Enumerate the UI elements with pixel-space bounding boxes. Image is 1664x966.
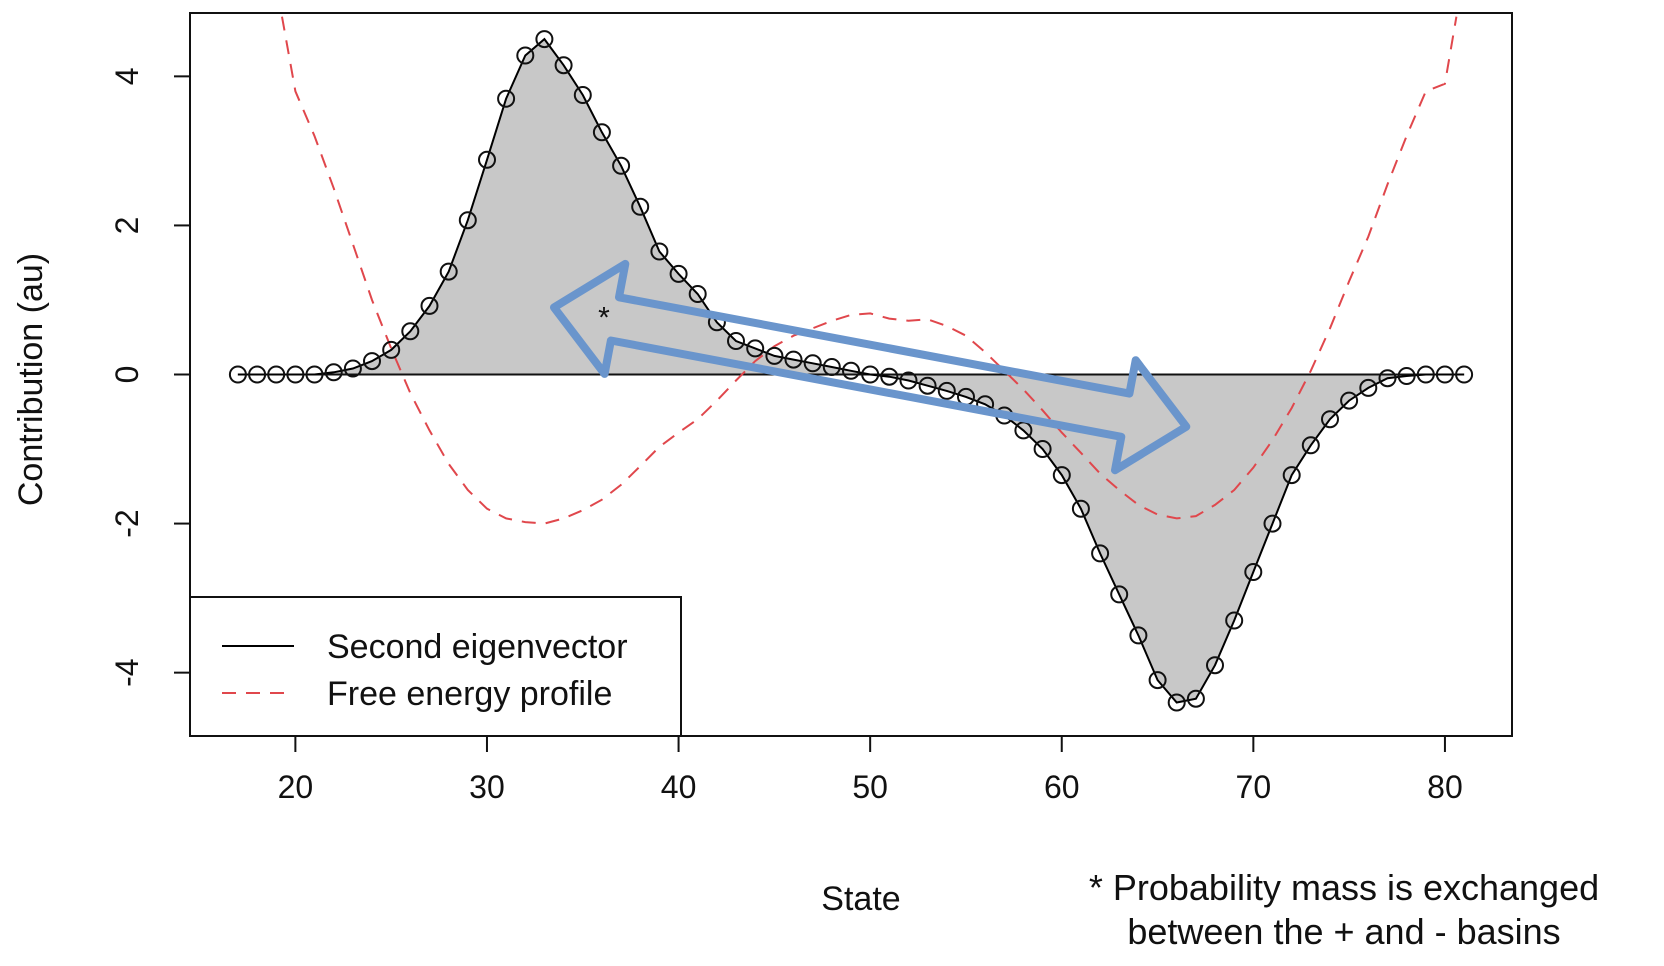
- eigenvector-point: [822, 358, 841, 376]
- eigenvector-point: [1416, 365, 1435, 384]
- eigenvector-line-layer: [237, 37, 1465, 704]
- eigenvector-point: [631, 197, 650, 216]
- y-tick-label: 4: [109, 67, 145, 85]
- eigenvector-point: [746, 339, 765, 358]
- eigenvector-point: [1435, 365, 1454, 384]
- y-tick-label: -4: [109, 658, 145, 686]
- x-tick-label: 70: [1236, 769, 1272, 805]
- eigenvector-point: [1321, 410, 1339, 429]
- eigenvector-points-layer: [228, 30, 1474, 712]
- eigenvector-point: [1014, 421, 1033, 440]
- eigenvector-point: [1091, 544, 1110, 563]
- legend-box: [189, 596, 682, 737]
- eigenvector-point: [880, 367, 899, 386]
- x-tick-label: 40: [661, 769, 697, 805]
- eigenvector-point: [1110, 585, 1129, 604]
- free-energy-line: [281, 16, 1458, 525]
- legend: Second eigenvector Free energy profile: [189, 596, 682, 737]
- eigenvector-point: [1033, 440, 1052, 458]
- eigenvector-point: [899, 371, 918, 390]
- eigenvector-line: [237, 37, 1465, 704]
- eigenvector-point: [688, 285, 707, 303]
- footnote: * Probability mass is exchanged between …: [1044, 866, 1644, 954]
- eigenvector-point: [343, 359, 362, 378]
- eigenvector-point: [324, 363, 343, 382]
- eigenvector-point: [1263, 514, 1282, 533]
- eigenvector-point: [382, 340, 401, 359]
- eigenvector-point: [612, 156, 631, 175]
- y-axis-label: Contribution (au): [12, 253, 50, 506]
- eigenvector-point: [669, 264, 688, 283]
- eigenvector-point: [497, 89, 516, 108]
- footnote-line-1: * Probability mass is exchanged: [1088, 867, 1600, 908]
- eigenvector-point: [439, 262, 458, 281]
- eigenvector-point: [842, 361, 860, 380]
- y-tick-label: -2: [109, 509, 145, 537]
- eigenvector-point: [765, 346, 784, 365]
- eigenvector-point: [267, 365, 286, 384]
- y-tick-label: 0: [109, 366, 145, 384]
- eigenvector-point: [650, 242, 669, 261]
- eigenvector-point: [1244, 563, 1263, 581]
- eigenvector-point: [1397, 367, 1416, 385]
- eigenvector-point: [286, 365, 305, 384]
- eigenvector-point: [1340, 391, 1359, 410]
- eigenvector-point: [554, 56, 573, 75]
- x-tick-label: 30: [469, 769, 505, 805]
- eigenvector-point: [1301, 436, 1320, 455]
- eigenvector-point: [1129, 626, 1148, 645]
- legend-label-free-energy: Free energy profile: [327, 675, 612, 713]
- eigenvector-point: [1455, 365, 1474, 384]
- eigenvector-point: [478, 150, 496, 169]
- eigenvector-point: [1206, 656, 1224, 675]
- eigenvector-point: [803, 354, 822, 373]
- arrow-asterisk-label: *: [598, 301, 610, 334]
- footnote-line-2: between the + and - basins: [1127, 911, 1561, 952]
- eigenvector-point: [1071, 499, 1090, 518]
- y-axis: -4 -2 0 2 4: [109, 67, 191, 687]
- eigenvector-point: [401, 322, 420, 341]
- eigenvector-point: [573, 86, 592, 104]
- eigenvector-point: [1359, 378, 1378, 397]
- legend-label-eigenvector: Second eigenvector: [327, 628, 628, 666]
- eigenvector-point: [305, 365, 324, 384]
- x-axis: 20 30 40 50 60 70 80: [278, 735, 1463, 805]
- eigenvector-point: [1225, 611, 1244, 630]
- y-tick-label: 2: [109, 217, 145, 235]
- eigenvector-point: [363, 352, 381, 371]
- eigenvector-point: [784, 350, 803, 369]
- eigenvector-point: [937, 381, 956, 400]
- eigenvector-point: [1186, 689, 1205, 708]
- eigenvector-point: [248, 365, 267, 384]
- eigenvector-point: [1167, 693, 1186, 712]
- eigenvector-point: [458, 211, 477, 230]
- x-tick-label: 50: [852, 769, 888, 805]
- eigenvector-point: [1148, 671, 1167, 690]
- eigenvector-point: [420, 296, 439, 315]
- eigenvector-point: [1282, 466, 1301, 485]
- basin-exchange-double-arrow: [550, 259, 1191, 475]
- eigenvector-point: [592, 123, 611, 142]
- x-tick-label: 60: [1044, 769, 1080, 805]
- eigenvector-point: [918, 376, 937, 395]
- eigenvector-point: [1378, 369, 1397, 388]
- eigenvector-point: [861, 365, 880, 384]
- eigenvector-point: [228, 365, 247, 384]
- free-energy-layer: [281, 16, 1458, 525]
- x-tick-label: 20: [278, 769, 314, 805]
- eigenvector-point: [535, 30, 554, 49]
- x-tick-label: 80: [1427, 769, 1463, 805]
- eigenvector-point: [516, 46, 535, 65]
- double-arrow-layer: [550, 259, 1191, 475]
- eigenvector-point: [1052, 466, 1071, 485]
- eigenvector-point: [727, 332, 745, 350]
- x-axis-label: State: [821, 880, 900, 918]
